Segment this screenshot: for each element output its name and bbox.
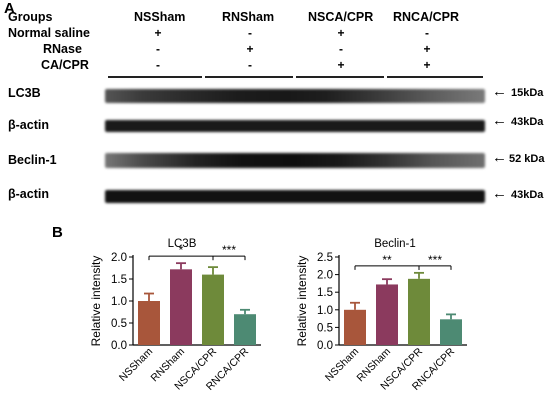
sign-saline-nssham: + bbox=[154, 26, 162, 40]
bar-rnsham bbox=[376, 284, 398, 345]
blot-label-beclin1: Beclin-1 bbox=[8, 153, 57, 167]
kda-actin-1: 43kDa bbox=[511, 116, 544, 128]
sign-saline-nscacpr: + bbox=[337, 26, 345, 40]
y-tick-label: 2.0 bbox=[111, 252, 127, 264]
y-tick-label: 0.5 bbox=[111, 318, 127, 330]
arrow-left-icon: ← bbox=[492, 185, 507, 202]
sign-rnase-rncacpr: + bbox=[423, 42, 431, 56]
sign-cacpr-nscacpr: + bbox=[337, 58, 345, 72]
bar-nsca-cpr bbox=[202, 274, 224, 345]
y-tick-label: 1.5 bbox=[317, 287, 333, 299]
chart-title: Beclin-1 bbox=[374, 238, 416, 250]
arrow-left-icon: ← bbox=[492, 112, 507, 129]
sign-cacpr-rnsham: - bbox=[248, 58, 252, 72]
y-tick-label: 1.5 bbox=[111, 274, 127, 286]
y-tick-label: 1.0 bbox=[317, 305, 333, 317]
bar-nssham bbox=[344, 309, 366, 345]
significance-label: ** bbox=[382, 253, 392, 267]
panel-a-label: A bbox=[4, 0, 15, 17]
y-axis-label: Relative intensity bbox=[295, 256, 309, 347]
kda-actin-2: 43kDa bbox=[511, 189, 544, 201]
y-tick-label: 0.0 bbox=[111, 340, 127, 352]
chart-title: LC3B bbox=[168, 238, 197, 250]
bar-rnsham bbox=[170, 269, 192, 345]
y-axis-label: Relative intensity bbox=[89, 256, 103, 347]
significance-label: * bbox=[179, 243, 184, 257]
sign-cacpr-rncacpr: + bbox=[423, 58, 431, 72]
sign-rnase-nssham: - bbox=[156, 42, 160, 56]
kda-beclin1: 52 kDa bbox=[509, 153, 545, 165]
blot-beclin1-bands bbox=[105, 153, 485, 168]
bar-rnca-cpr bbox=[234, 314, 256, 345]
y-tick-label: 0.0 bbox=[317, 340, 333, 352]
kda-lc3b: 15kDa bbox=[511, 87, 544, 99]
chart-beclin1: Beclin-1 Relative intensity 0.0 0.5 1.0 1.5 2.… bbox=[295, 238, 467, 393]
sign-saline-rnsham: - bbox=[248, 26, 252, 40]
y-tick-label: 2.5 bbox=[317, 252, 333, 264]
blot-label-lc3b: LC3B bbox=[8, 86, 41, 100]
blot-label-actin-1: β-actin bbox=[8, 118, 49, 132]
sign-saline-rncacpr: - bbox=[425, 26, 429, 40]
blot-actin-1-bands bbox=[105, 120, 485, 132]
y-tick-label: 2.0 bbox=[317, 270, 333, 282]
group-name-nscacpr: NSCA/CPR bbox=[308, 10, 374, 24]
sign-cacpr-nssham: - bbox=[156, 58, 160, 72]
significance-label: *** bbox=[428, 253, 442, 267]
blot-actin-2-bands bbox=[105, 190, 485, 203]
group-name-nssham: NSSham bbox=[134, 10, 186, 24]
significance-label: *** bbox=[222, 243, 236, 257]
bar-nssham bbox=[138, 301, 160, 345]
bar-nsca-cpr bbox=[408, 278, 430, 345]
group-name-rnsham: RNSham bbox=[222, 10, 275, 24]
bar-rnca-cpr bbox=[440, 319, 462, 345]
y-tick-label: 0.5 bbox=[317, 322, 333, 334]
groups-header: Groups bbox=[8, 10, 53, 24]
group-line-nscacpr bbox=[296, 76, 384, 78]
sign-rnase-nscacpr: - bbox=[339, 42, 343, 56]
group-line-nssham bbox=[108, 76, 202, 78]
group-line-rncacpr bbox=[387, 76, 483, 78]
group-name-rncacpr: RNCA/CPR bbox=[393, 10, 459, 24]
arrow-left-icon: ← bbox=[492, 149, 507, 166]
arrow-left-icon: ← bbox=[492, 83, 507, 100]
panel-b-label: B bbox=[52, 224, 63, 241]
group-line-rnsham bbox=[205, 76, 293, 78]
treatment-label-saline: Normal saline bbox=[8, 26, 90, 40]
blot-label-actin-2: β-actin bbox=[8, 187, 49, 201]
treatment-label-cacpr: CA/CPR bbox=[41, 58, 89, 72]
blot-lc3b-bands bbox=[105, 89, 485, 103]
y-tick-label: 1.0 bbox=[111, 296, 127, 308]
sign-rnase-rnsham: + bbox=[246, 42, 254, 56]
treatment-label-rnase: RNase bbox=[43, 42, 82, 56]
